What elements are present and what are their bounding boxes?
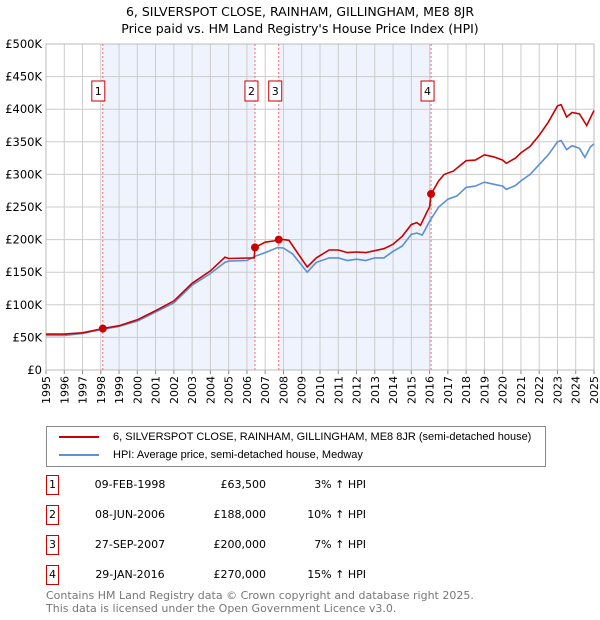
x-tick-label: 2024 [570, 376, 583, 404]
legend: 6, SILVERSPOT CLOSE, RAINHAM, GILLINGHAM… [46, 426, 546, 467]
sale-label-4: 4 [424, 85, 431, 98]
x-tick-label: 2020 [497, 376, 510, 404]
transaction-date: 27-SEP-2007 [94, 538, 166, 551]
transaction-price: £188,000 [213, 508, 267, 521]
sale-point-4 [427, 189, 436, 198]
x-tick-label: 2008 [277, 376, 290, 404]
legend-label-property: 6, SILVERSPOT CLOSE, RAINHAM, GILLINGHAM… [113, 431, 532, 443]
x-tick-label: 2014 [387, 376, 400, 404]
transaction-price: £200,000 [213, 538, 267, 551]
transaction-row: 3 27-SEP-2007 £200,000 7% ↑ HPI [46, 535, 446, 557]
transaction-hpi-change: 3% ↑ HPI [314, 478, 366, 491]
legend-item-hpi: HPI: Average price, semi-detached house,… [59, 449, 363, 461]
y-tick-label: £50K [13, 330, 43, 344]
x-tick-label: 2006 [241, 376, 254, 404]
legend-swatch-property [59, 436, 99, 438]
transaction-row: 4 29-JAN-2016 £270,000 15% ↑ HPI [46, 565, 446, 587]
x-tick-label: 1996 [58, 376, 71, 404]
footer-licence: This data is licensed under the Open Gov… [46, 602, 397, 615]
sale-point-3 [274, 235, 283, 244]
chart-subtitle: Price paid vs. HM Land Registry's House … [121, 21, 479, 36]
sale-label-box-3 [268, 80, 283, 102]
x-tick-label: 1997 [77, 376, 90, 404]
y-tick-label: £400K [5, 102, 42, 116]
x-tick-label: 2019 [478, 376, 491, 404]
transaction-row: 1 09-FEB-1998 £63,500 3% ↑ HPI [46, 475, 446, 497]
y-tick-label: £200K [5, 233, 42, 247]
x-tick-label: 2023 [551, 376, 564, 404]
transaction-hpi-change: 7% ↑ HPI [314, 538, 366, 551]
x-tick-label: 2012 [351, 376, 364, 404]
transaction-number-badge: 3 [46, 535, 59, 555]
x-tick-label: 2001 [150, 376, 163, 404]
footer-copyright: Contains HM Land Registry data © Crown c… [46, 589, 474, 602]
transaction-date: 09-FEB-1998 [94, 478, 166, 491]
sale-label-box-2 [244, 80, 259, 102]
x-tick-label: 2005 [223, 376, 236, 404]
y-tick-label: £250K [5, 200, 42, 214]
x-tick-label: 2016 [424, 376, 437, 404]
sale-label-box-1 [91, 80, 106, 102]
transaction-date: 08-JUN-2006 [94, 508, 166, 521]
y-tick-label: £300K [5, 167, 42, 181]
x-tick-label: 2004 [204, 376, 217, 404]
y-tick-label: £450K [5, 70, 42, 84]
transaction-number-badge: 4 [46, 565, 59, 585]
sale-label-1: 1 [95, 85, 102, 98]
y-tick-label: £100K [5, 298, 42, 312]
transaction-price: £63,500 [220, 478, 267, 491]
x-tick-label: 2011 [332, 376, 345, 404]
sale-label-3: 3 [272, 85, 279, 98]
transaction-hpi-change: 15% ↑ HPI [307, 568, 366, 581]
x-tick-label: 1995 [40, 376, 53, 404]
price-chart: 1995 1996 1997 1998 1999 2000 2001 2002 2003 2004… [5, 37, 600, 404]
y-tick-label: £150K [5, 265, 42, 279]
transaction-row: 2 08-JUN-2006 £188,000 10% ↑ HPI [46, 505, 446, 527]
y-tick-label: £350K [5, 135, 42, 149]
x-tick-label: 2018 [460, 376, 473, 404]
x-tick-label: 2021 [515, 376, 528, 404]
property-price-line [46, 103, 595, 335]
sale-point-1 [98, 324, 107, 333]
x-tick-label: 2017 [442, 376, 455, 404]
sale-point-2 [250, 243, 259, 252]
x-tick-label: 2013 [369, 376, 382, 404]
sale-label-2: 2 [248, 85, 255, 98]
hpi-line [46, 139, 595, 337]
x-tick-label: 2007 [259, 376, 272, 404]
x-tick-label: 2025 [588, 376, 600, 404]
y-tick-label: £500K [5, 37, 42, 51]
plot-frame [45, 43, 595, 371]
transaction-date: 29-JAN-2016 [95, 568, 165, 581]
x-tick-label: 2009 [296, 376, 309, 404]
legend-swatch-hpi [59, 454, 99, 456]
x-tick-label: 1999 [113, 376, 126, 404]
transaction-number-badge: 2 [46, 505, 59, 525]
transaction-hpi-change: 10% ↑ HPI [307, 508, 366, 521]
y-tick-label: £0 [27, 363, 42, 377]
transaction-price: £270,000 [213, 568, 267, 581]
transaction-number-badge: 1 [46, 475, 59, 495]
legend-item-property: 6, SILVERSPOT CLOSE, RAINHAM, GILLINGHAM… [59, 431, 531, 443]
x-tick-label: 2000 [131, 376, 144, 404]
x-tick-label: 2003 [186, 376, 199, 404]
x-tick-label: 2010 [314, 376, 327, 404]
x-tick-label: 2022 [533, 376, 546, 404]
sale-label-box-4 [420, 80, 435, 102]
x-tick-label: 2015 [405, 376, 418, 404]
legend-label-hpi: HPI: Average price, semi-detached house,… [113, 449, 363, 461]
chart-title: 6, SILVERSPOT CLOSE, RAINHAM, GILLINGHAM… [125, 4, 475, 19]
x-tick-label: 2002 [168, 376, 181, 404]
x-tick-label: 1998 [95, 376, 108, 404]
